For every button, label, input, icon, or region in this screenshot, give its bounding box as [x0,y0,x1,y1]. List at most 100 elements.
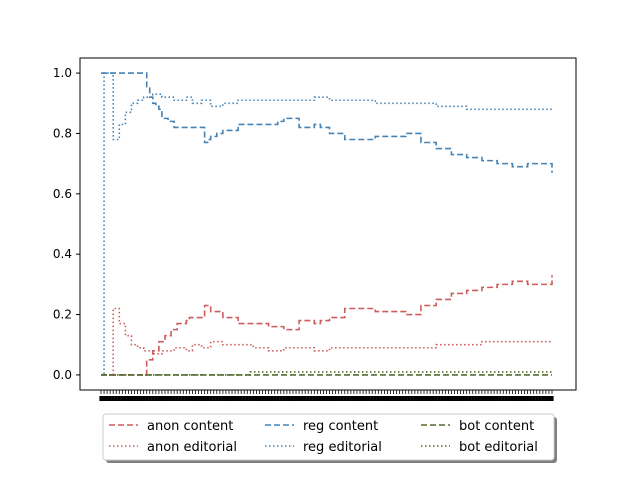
x-tick-label [446,396,450,401]
x-tick-label [352,396,356,401]
x-tick-label [462,396,466,401]
x-tick-label [139,396,143,401]
x-tick-label [273,396,277,401]
x-tick-label [361,396,365,401]
x-tick-label [413,396,417,401]
x-tick-label [251,396,255,401]
x-tick-label [227,396,231,401]
x-tick-label [544,396,548,401]
x-tick-label [398,396,402,401]
x-tick-label [477,396,481,401]
x-tick-label [455,396,460,401]
x-tick-label [300,396,304,401]
x-tick-label [458,396,463,401]
x-tick-label [404,396,408,401]
x-tick-label [279,396,283,401]
x-tick-label [391,396,396,401]
legend-label: bot editorial [459,440,538,455]
x-tick-label [321,396,326,401]
legend-label: bot content [459,419,534,434]
x-tick-label [504,396,508,401]
x-tick-label [172,396,176,401]
series-anon-content [101,275,553,376]
x-tick-label [257,396,262,401]
y-tick-label: 1.0 [53,66,72,80]
x-tick-label [142,396,146,401]
x-tick-label [379,396,383,401]
x-tick-label [388,396,393,401]
y-tick-label: 0.4 [53,247,72,261]
x-tick-label [324,396,329,401]
x-tick-label [516,396,521,401]
x-tick-label [114,396,118,401]
series-bot-editorial [101,371,552,376]
legend-label: anon editorial [147,440,237,455]
x-tick-label [431,396,435,401]
x-tick-label [340,396,344,401]
x-tick-label [498,396,502,401]
x-tick-label [306,396,310,401]
x-tick-label [547,396,551,401]
x-tick-label [538,396,542,401]
x-tick-label [105,396,109,401]
x-tick-label [318,396,323,401]
x-tick-label [401,396,405,401]
x-tick-label [532,396,536,401]
x-tick-label [303,396,307,401]
x-tick-label [334,396,338,401]
x-tick-label [129,396,134,401]
x-tick-label [99,396,103,401]
x-tick-label [526,396,530,401]
x-tick-label [248,396,252,401]
x-tick-label [468,396,472,401]
legend-label: anon content [147,419,233,434]
x-tick-label [480,396,484,401]
x-tick-label [102,396,106,401]
x-tick-label [343,396,347,401]
x-tick-label [196,396,201,401]
x-tick-label [425,396,429,401]
x-tick-label [416,396,420,401]
x-tick-label [440,396,444,401]
x-tick-label [123,396,127,401]
x-tick-label [108,396,112,401]
x-tick-label [276,396,280,401]
x-tick-label [111,396,115,401]
x-tick-label [288,396,292,401]
x-tick-label [224,396,228,401]
x-tick-label [394,396,399,401]
x-tick-label [452,396,457,401]
x-tick-label [157,396,161,401]
x-tick-label [358,396,362,401]
x-tick-label [428,396,432,401]
x-tick-label [510,396,514,401]
x-tick-label [519,396,524,401]
x-tick-label [501,396,505,401]
x-tick-label [193,396,198,401]
x-tick-label [370,396,374,401]
x-tick-label [297,396,301,401]
x-tick-label [187,396,191,401]
x-tick-label [355,396,359,401]
x-tick-label [221,396,225,401]
x-tick-label [263,396,268,401]
x-tick-label [233,396,237,401]
x-tick-label [492,396,496,401]
x-tick-label [364,396,368,401]
x-tick-label [181,396,185,401]
x-tick-label [270,396,274,401]
x-tick-label [163,396,167,401]
x-tick-label [169,396,173,401]
x-tick-label [151,396,155,401]
x-tick-label [236,396,240,401]
x-tick-label [254,396,259,401]
x-tick-label [373,396,377,401]
x-tick-label [513,396,518,401]
x-tick-label [550,396,554,401]
x-tick-label [215,396,219,401]
x-tick-label [126,396,131,401]
x-tick-label [407,396,411,401]
x-tick-label [434,396,438,401]
